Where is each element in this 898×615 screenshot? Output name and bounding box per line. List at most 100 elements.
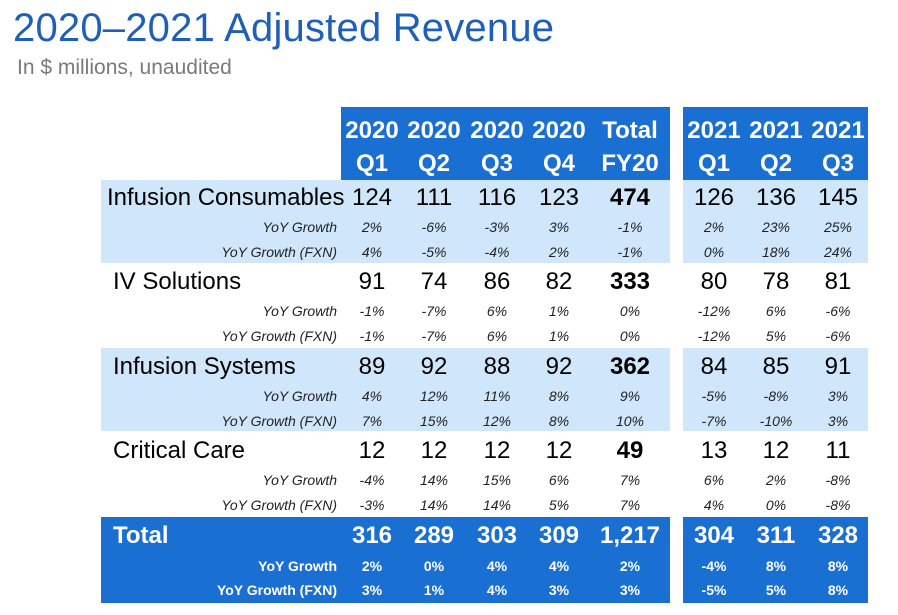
segment-value: 124 (351, 184, 393, 211)
total-yoy-growth-value: 8% (765, 558, 787, 574)
segment-name: Infusion Consumables (107, 184, 345, 211)
yoy-growth-value: 7% (619, 472, 641, 488)
segment-value: 80 (700, 268, 728, 295)
yoy-growth-fxn-value: -4% (484, 244, 510, 260)
yoy-growth-fxn-value: 14% (482, 497, 512, 513)
yoy-growth-value: 6% (703, 472, 725, 488)
total-yoy-growth-fxn-value: 3% (619, 582, 641, 598)
yoy-growth-value: -7% (421, 303, 447, 319)
segment-value: 74 (420, 268, 448, 295)
yoy-growth-fxn-value: 0% (619, 328, 641, 344)
segment-value: 116 (477, 184, 517, 211)
total-band-2021 (683, 517, 868, 603)
yoy-growth-fxn-value: -7% (701, 413, 727, 429)
segment-value: 123 (538, 184, 580, 211)
total-yoy-growth-value: 2% (619, 558, 641, 574)
yoy-growth-fxn-value: 0% (765, 497, 787, 513)
yoy-growth-value: -1% (617, 219, 643, 235)
segment-value: 78 (762, 268, 790, 295)
yoy-growth-fxn-value: -12% (697, 328, 731, 344)
total-yoy-growth-fxn-label: YoY Growth (FXN) (216, 582, 337, 598)
segment-value: 89 (358, 353, 386, 380)
segment-value: 86 (483, 268, 511, 295)
total-value: 328 (817, 522, 859, 549)
yoy-growth-fxn-value: -7% (421, 328, 447, 344)
yoy-growth-fxn-value: 4% (703, 497, 725, 513)
column-header-year: 2020 (532, 117, 586, 144)
yoy-growth-value: 6% (765, 303, 787, 319)
yoy-growth-fxn-value: 6% (486, 328, 508, 344)
column-header-period: Q3 (480, 150, 513, 177)
segment-value: 145 (817, 184, 859, 211)
column-header-year: Total (602, 117, 658, 144)
total-value: 303 (476, 522, 518, 549)
total-value: 1,217 (599, 522, 661, 549)
yoy-growth-value: 8% (548, 388, 570, 404)
column-header-year: 2020 (470, 117, 524, 144)
yoy-growth-value: 11% (483, 388, 511, 404)
page-subtitle: In $ millions, unaudited (17, 56, 232, 79)
total-yoy-growth-fxn-value: -5% (701, 582, 727, 598)
yoy-growth-value: -1% (359, 303, 385, 319)
total-yoy-growth-fxn-value: 3% (361, 582, 383, 598)
segment-name: Critical Care (113, 437, 246, 464)
yoy-growth-fxn-value: 4% (361, 244, 383, 260)
yoy-growth-label: YoY Growth (262, 303, 337, 319)
yoy-growth-value: -6% (421, 219, 447, 235)
column-header-period: Q3 (821, 150, 854, 177)
column-header-period: Q4 (542, 150, 575, 177)
yoy-growth-value: -6% (825, 303, 851, 319)
segment-value: 12 (420, 437, 448, 464)
yoy-growth-fxn-label: YoY Growth (FXN) (221, 413, 337, 429)
yoy-growth-value: -4% (359, 472, 385, 488)
yoy-growth-value: 2% (765, 472, 787, 488)
column-header-year: 2020 (345, 117, 399, 144)
total-yoy-growth-label: YoY Growth (258, 558, 337, 574)
yoy-growth-fxn-value: 12% (482, 413, 512, 429)
total-value: 309 (538, 522, 580, 549)
yoy-growth-value: 4% (361, 388, 383, 404)
segment-value: 12 (483, 437, 511, 464)
total-yoy-growth-fxn-value: 8% (827, 582, 849, 598)
yoy-growth-label: YoY Growth (262, 388, 337, 404)
row-band-seg1 (101, 180, 670, 263)
segment-value: 111 (415, 184, 453, 211)
row-band-seg3-2021 (683, 348, 868, 431)
yoy-growth-fxn-value: -1% (359, 328, 385, 344)
yoy-growth-fxn-value: -3% (359, 497, 385, 513)
yoy-growth-label: YoY Growth (262, 472, 337, 488)
segment-value: 92 (545, 353, 573, 380)
column-header-year: 2021 (811, 117, 865, 144)
total-yoy-growth-value: 4% (548, 558, 570, 574)
total-yoy-growth-value: 0% (423, 558, 445, 574)
yoy-growth-value: 0% (619, 303, 641, 319)
yoy-growth-fxn-value: 24% (823, 244, 853, 260)
segment-value: 85 (762, 353, 790, 380)
yoy-growth-value: 2% (361, 219, 383, 235)
segment-value: 92 (420, 353, 448, 380)
segment-name: Infusion Systems (113, 353, 296, 380)
yoy-growth-value: 9% (619, 388, 641, 404)
yoy-growth-value: -3% (484, 219, 510, 235)
segment-value: 81 (824, 268, 852, 295)
segment-value: 91 (824, 353, 852, 380)
yoy-growth-label: YoY Growth (262, 219, 337, 235)
total-yoy-growth-fxn-value: 5% (765, 582, 787, 598)
segment-value: 12 (762, 437, 790, 464)
segment-value: 13 (700, 437, 728, 464)
segment-value: 136 (755, 184, 797, 211)
segment-value: 474 (609, 184, 651, 211)
yoy-growth-fxn-value: 5% (548, 497, 570, 513)
yoy-growth-fxn-value: -6% (825, 328, 851, 344)
yoy-growth-fxn-value: 2% (548, 244, 570, 260)
yoy-growth-fxn-value: 10% (615, 413, 645, 429)
yoy-growth-fxn-value: 18% (761, 244, 791, 260)
segment-value: 49 (616, 437, 644, 464)
yoy-growth-fxn-value: 3% (827, 413, 849, 429)
yoy-growth-fxn-value: -10% (759, 413, 793, 429)
yoy-growth-fxn-value: 14% (419, 497, 449, 513)
header-band-2021 (683, 107, 868, 180)
total-value: 311 (756, 522, 796, 549)
total-yoy-growth-value: 4% (486, 558, 508, 574)
total-yoy-growth-value: -4% (701, 558, 727, 574)
